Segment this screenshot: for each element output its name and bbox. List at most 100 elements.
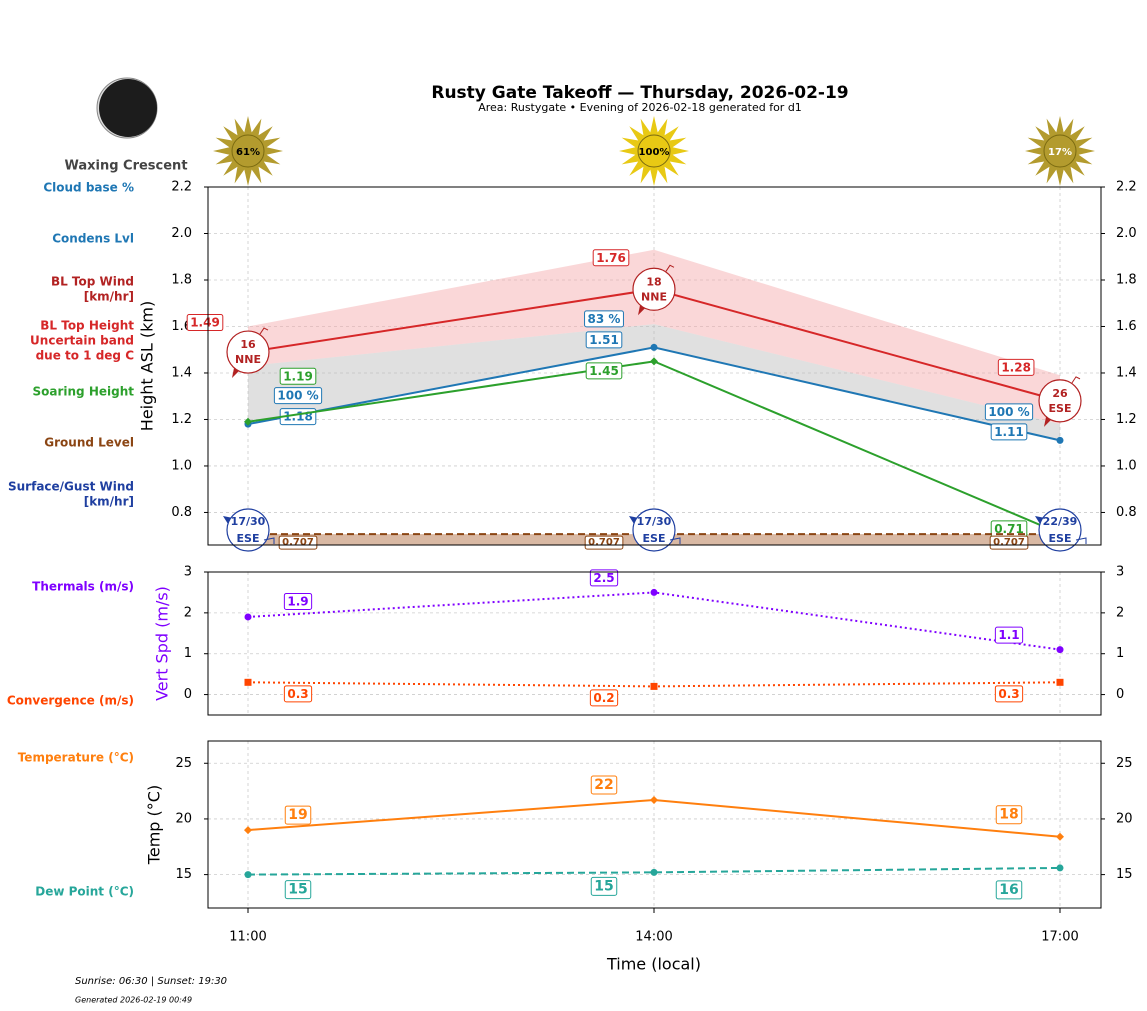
value-label-box	[590, 876, 618, 896]
value-label-text: 1.19	[283, 369, 313, 383]
y2-tick-label: 1.6	[1116, 319, 1137, 334]
wind-speed: 17/30	[637, 515, 672, 528]
value-label-text: 100 %	[988, 405, 1029, 419]
point	[650, 682, 658, 690]
x-axis-label: Time (local)	[606, 955, 701, 974]
value-label-box	[284, 805, 312, 825]
value-label: 1.9	[283, 592, 313, 610]
value-label-text: 1.11	[994, 425, 1024, 439]
value-label-text: 16	[999, 882, 1018, 898]
x-tick-label: 17:00	[1041, 930, 1078, 945]
wind-arrow	[232, 368, 239, 379]
value-label-box	[283, 592, 313, 610]
value-label: 15	[284, 880, 312, 900]
value-label: 2.5	[589, 569, 619, 587]
row-label: Uncertain band	[30, 334, 134, 348]
value-label-box	[589, 569, 619, 587]
y-tick-label: 1.8	[171, 272, 192, 287]
value-label-box	[585, 331, 623, 349]
value-label-text: 0.3	[998, 687, 1019, 701]
sun-disc	[1043, 134, 1077, 168]
value-label-box	[592, 249, 630, 267]
sun-label: 100%	[639, 147, 670, 158]
y2-tick-label: 0	[1116, 687, 1124, 702]
value-label: 0.707	[584, 535, 624, 550]
sun-label: 17%	[1048, 147, 1072, 158]
y-axis-label: Height ASL (km)	[138, 301, 157, 431]
value-label-box	[186, 314, 224, 332]
wind-speed: 26	[1052, 387, 1068, 400]
wind-barb	[1071, 376, 1081, 384]
wind-direction: ESE	[1049, 402, 1072, 415]
row-label: due to 1 deg C	[36, 349, 135, 363]
row-label: Cloud base %	[43, 181, 134, 195]
row-label: [km/hr]	[84, 495, 134, 509]
value-label-box	[584, 310, 624, 328]
value-label-box	[995, 805, 1023, 825]
uncertain-band	[248, 249, 1060, 425]
y-tick-label: 0	[184, 687, 192, 702]
value-label-text: 15	[288, 882, 307, 898]
point	[650, 868, 658, 876]
title: Rusty Gate Takeoff — Thursday, 2026-02-1…	[431, 83, 848, 103]
x-tick-label: 14:00	[635, 930, 672, 945]
y-tick-label: 1.4	[171, 365, 192, 380]
wind-barb	[263, 537, 275, 544]
y-tick-label: 20	[175, 811, 192, 826]
wind-direction: ESE	[237, 532, 260, 545]
value-label: 1.49	[186, 314, 224, 332]
value-label-box	[990, 423, 1028, 441]
wind-direction: NNE	[641, 290, 667, 303]
point	[1056, 436, 1064, 444]
value-label-box	[994, 626, 1024, 644]
value-label-text: 1.1	[998, 628, 1019, 642]
y-tick-label: 1.2	[171, 412, 192, 427]
y2-tick-label: 1.4	[1116, 365, 1137, 380]
point	[244, 417, 252, 426]
value-label: 1.11	[990, 423, 1028, 441]
plot-frame	[207, 186, 1102, 546]
wind-circle	[1038, 379, 1082, 423]
sun-times: Sunrise: 06:30 | Sunset: 19:30	[75, 976, 227, 987]
y-axis-label: Temp (°C)	[145, 785, 164, 865]
y-tick-label: 15	[175, 867, 192, 882]
y2-tick-label: 3	[1116, 565, 1124, 580]
value-label-text: 0.707	[993, 537, 1025, 548]
wind-circle	[226, 508, 270, 552]
value-label-box	[283, 685, 313, 703]
value-label-text: 83 %	[588, 312, 621, 326]
value-label-text: 2.5	[593, 571, 614, 585]
row-label: Thermals (m/s)	[32, 580, 134, 594]
value-label-box	[590, 775, 618, 795]
y2-tick-label: 2	[1116, 605, 1124, 620]
row-label: BL Top Height	[40, 319, 134, 333]
point	[244, 678, 252, 686]
y-tick-label: 25	[175, 756, 192, 771]
cloud-band	[248, 324, 1060, 441]
row-label: Convergence (m/s)	[7, 694, 134, 708]
wind-circle	[226, 330, 270, 374]
value-label: 0.3	[283, 685, 313, 703]
wind-circle	[632, 267, 676, 311]
wind-barb	[665, 264, 675, 272]
sun-disc	[231, 134, 265, 168]
point	[650, 357, 658, 366]
plot-frame	[207, 571, 1102, 716]
point	[650, 588, 658, 596]
row-label: Temperature (°C)	[18, 751, 134, 765]
y-tick-label: 3	[184, 565, 192, 580]
value-label-text: 1.28	[1001, 360, 1031, 374]
value-label-text: 18	[999, 807, 1018, 823]
value-label: 100 %	[273, 387, 323, 405]
value-label-text: 0.71	[994, 522, 1024, 536]
y2-tick-label: 1.2	[1116, 412, 1137, 427]
value-label: 0.2	[589, 689, 619, 707]
wind-circle	[1038, 508, 1082, 552]
wind-barb	[669, 537, 681, 544]
wind-speed: 16	[240, 338, 256, 351]
value-label-text: 0.3	[287, 687, 308, 701]
value-label: 15	[590, 876, 618, 896]
subtitle: Area: Rustygate • Evening of 2026-02-18 …	[478, 101, 802, 114]
y2-tick-label: 2.2	[1116, 180, 1137, 195]
